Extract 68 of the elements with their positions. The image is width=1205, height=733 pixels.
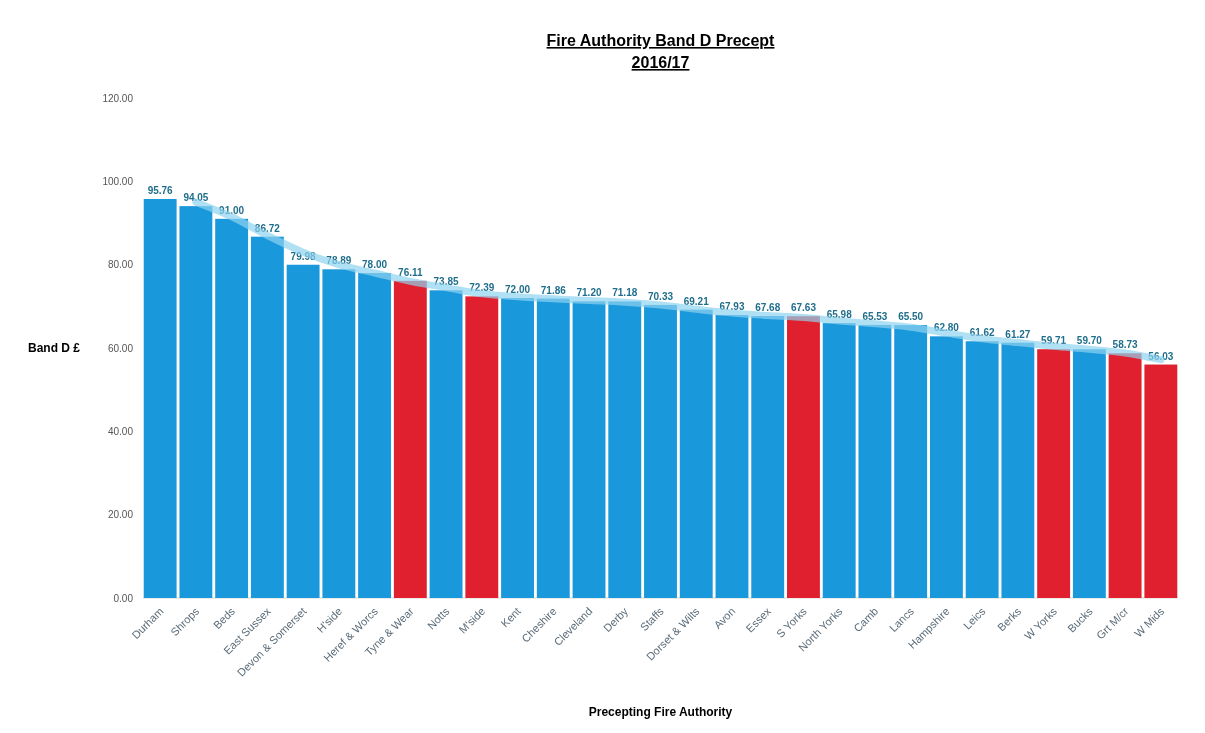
y-tick-label: 0.00 bbox=[113, 592, 134, 604]
data-label: 71.86 bbox=[540, 284, 567, 296]
data-label: 67.93 bbox=[719, 300, 745, 312]
bar bbox=[572, 301, 606, 598]
data-label: 95.76 bbox=[147, 185, 174, 196]
data-label: 59.71 bbox=[1041, 335, 1067, 347]
data-label: 67.63 bbox=[790, 302, 817, 314]
data-label: 67.68 bbox=[755, 302, 781, 313]
data-label: 71.18 bbox=[612, 287, 638, 299]
y-tick-label: 120.00 bbox=[102, 92, 134, 104]
data-label: 58.73 bbox=[1112, 339, 1139, 351]
bar bbox=[429, 290, 463, 598]
data-label: 76.11 bbox=[398, 266, 423, 278]
bar bbox=[1108, 353, 1142, 598]
y-tick-label: 80.00 bbox=[107, 259, 134, 271]
bar bbox=[1037, 349, 1071, 598]
data-label: 56.03 bbox=[1148, 350, 1174, 362]
data-label: 65.53 bbox=[862, 310, 888, 322]
data-label: 70.33 bbox=[647, 290, 674, 302]
bar bbox=[894, 325, 928, 598]
bar bbox=[715, 314, 749, 598]
bar bbox=[1001, 342, 1035, 598]
data-label: 91.00 bbox=[219, 204, 245, 216]
data-label: 86.72 bbox=[254, 222, 281, 234]
data-label: 79.98 bbox=[290, 250, 317, 262]
data-label: 73.85 bbox=[433, 276, 460, 288]
chart-title: Fire Authority Band D Precept bbox=[546, 32, 776, 49]
bar bbox=[465, 296, 499, 598]
chart-subtitle: 2016/17 bbox=[631, 54, 690, 71]
data-label: 71.20 bbox=[576, 287, 602, 299]
bar bbox=[215, 218, 249, 598]
data-label: 61.27 bbox=[1005, 328, 1031, 340]
bar bbox=[965, 341, 999, 598]
bar bbox=[858, 324, 892, 598]
bar bbox=[679, 309, 713, 598]
y-tick-label: 100.00 bbox=[102, 175, 134, 187]
data-label: 94.05 bbox=[183, 192, 209, 204]
data-label: 72.39 bbox=[469, 282, 495, 294]
bar bbox=[143, 199, 177, 598]
data-label: 65.98 bbox=[826, 309, 853, 321]
bar bbox=[250, 236, 284, 598]
data-label: 69.21 bbox=[683, 295, 710, 307]
bar bbox=[536, 298, 570, 598]
bar bbox=[393, 280, 427, 598]
bar bbox=[751, 316, 785, 598]
x-axis-title: Precepting Fire Authority bbox=[588, 705, 733, 719]
bar bbox=[286, 264, 320, 598]
bar bbox=[322, 269, 356, 598]
bar bbox=[822, 323, 856, 598]
bar bbox=[644, 304, 677, 598]
y-tick-label: 40.00 bbox=[107, 425, 134, 437]
data-label: 65.50 bbox=[898, 311, 924, 323]
x-tick-label: Grt M/cr bbox=[1093, 604, 1131, 642]
data-label: 78.89 bbox=[326, 255, 352, 267]
data-label: 61.62 bbox=[969, 327, 996, 339]
bar bbox=[929, 336, 963, 598]
bar bbox=[179, 206, 213, 598]
data-label: 78.00 bbox=[362, 259, 388, 270]
bar bbox=[501, 298, 534, 598]
data-label: 72.00 bbox=[505, 284, 531, 295]
data-label: 62.80 bbox=[933, 322, 960, 334]
y-tick-label: 60.00 bbox=[107, 342, 134, 354]
y-tick-label: 20.00 bbox=[107, 509, 134, 521]
bar bbox=[1144, 364, 1178, 598]
bar bbox=[1072, 349, 1106, 598]
bar bbox=[358, 273, 392, 598]
y-axis-title: Band D £ bbox=[28, 341, 81, 356]
data-label: 59.70 bbox=[1076, 335, 1103, 347]
